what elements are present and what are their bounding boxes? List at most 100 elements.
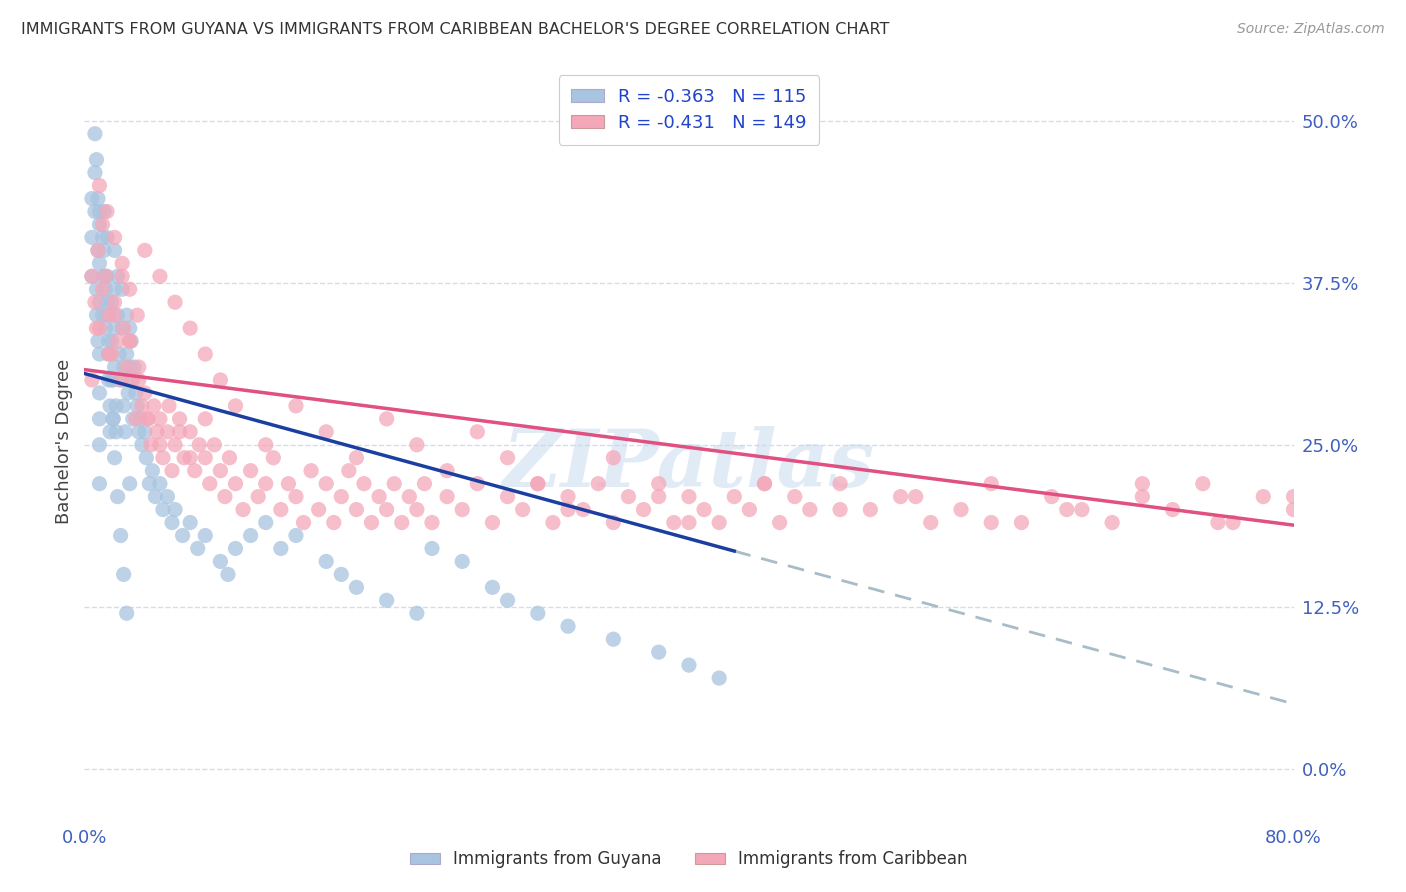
- Point: [648, 476, 671, 491]
- Point: [139, 438, 162, 452]
- Point: [89, 178, 111, 193]
- Point: [97, 308, 120, 322]
- Point: [136, 412, 159, 426]
- Point: [165, 295, 187, 310]
- Point: [121, 373, 143, 387]
- Legend: Immigrants from Guyana, Immigrants from Caribbean: Immigrants from Guyana, Immigrants from …: [402, 842, 976, 877]
- Point: [128, 373, 150, 387]
- Point: [693, 502, 716, 516]
- Point: [105, 399, 128, 413]
- Point: [145, 490, 167, 504]
- Point: [239, 464, 262, 478]
- Point: [225, 399, 247, 413]
- Point: [1056, 502, 1078, 516]
- Point: [118, 359, 141, 374]
- Point: [557, 619, 579, 633]
- Point: [84, 166, 107, 180]
- Point: [115, 347, 138, 361]
- Point: [375, 412, 398, 426]
- Point: [104, 359, 127, 374]
- Point: [97, 347, 120, 361]
- Point: [496, 450, 519, 465]
- Point: [80, 269, 103, 284]
- Point: [135, 450, 157, 465]
- Point: [232, 502, 254, 516]
- Y-axis label: Bachelor's Degree: Bachelor's Degree: [55, 359, 73, 524]
- Point: [86, 308, 108, 322]
- Point: [451, 502, 474, 516]
- Point: [91, 269, 114, 284]
- Point: [118, 282, 141, 296]
- Point: [285, 399, 308, 413]
- Point: [406, 502, 429, 516]
- Point: [127, 308, 149, 322]
- Point: [100, 347, 122, 361]
- Point: [481, 516, 503, 530]
- Point: [89, 204, 111, 219]
- Point: [633, 502, 655, 516]
- Point: [169, 412, 191, 426]
- Point: [105, 425, 128, 439]
- Point: [121, 412, 143, 426]
- Point: [512, 502, 534, 516]
- Point: [346, 502, 368, 516]
- Point: [980, 516, 1002, 530]
- Point: [160, 516, 183, 530]
- Point: [157, 399, 180, 413]
- Point: [239, 528, 262, 542]
- Point: [104, 450, 127, 465]
- Point: [980, 476, 1002, 491]
- Point: [111, 269, 134, 284]
- Point: [96, 204, 118, 219]
- Point: [169, 425, 191, 439]
- Point: [1101, 516, 1123, 530]
- Point: [904, 490, 927, 504]
- Point: [391, 516, 413, 530]
- Point: [420, 516, 443, 530]
- Point: [136, 412, 159, 426]
- Point: [89, 476, 111, 491]
- Point: [104, 308, 127, 322]
- Point: [262, 450, 284, 465]
- Point: [138, 476, 160, 491]
- Point: [111, 282, 134, 296]
- Point: [101, 412, 124, 426]
- Point: [225, 541, 247, 556]
- Point: [134, 244, 156, 258]
- Point: [194, 528, 217, 542]
- Point: [496, 490, 519, 504]
- Point: [360, 516, 382, 530]
- Point: [89, 347, 111, 361]
- Point: [134, 386, 156, 401]
- Point: [315, 425, 337, 439]
- Point: [920, 516, 942, 530]
- Point: [97, 334, 120, 348]
- Point: [209, 373, 232, 387]
- Point: [80, 269, 103, 284]
- Point: [149, 269, 172, 284]
- Point: [678, 490, 700, 504]
- Point: [368, 490, 391, 504]
- Point: [198, 476, 221, 491]
- Point: [308, 502, 330, 516]
- Point: [93, 204, 115, 219]
- Point: [830, 502, 852, 516]
- Point: [120, 334, 142, 348]
- Point: [330, 567, 353, 582]
- Point: [557, 502, 579, 516]
- Point: [165, 438, 187, 452]
- Point: [1206, 516, 1229, 530]
- Point: [194, 450, 217, 465]
- Point: [662, 516, 685, 530]
- Point: [179, 450, 201, 465]
- Point: [149, 438, 172, 452]
- Point: [179, 516, 201, 530]
- Point: [183, 464, 205, 478]
- Point: [93, 244, 115, 258]
- Point: [254, 516, 277, 530]
- Point: [451, 554, 474, 568]
- Point: [89, 295, 111, 310]
- Point: [104, 295, 127, 310]
- Point: [101, 373, 124, 387]
- Point: [118, 476, 141, 491]
